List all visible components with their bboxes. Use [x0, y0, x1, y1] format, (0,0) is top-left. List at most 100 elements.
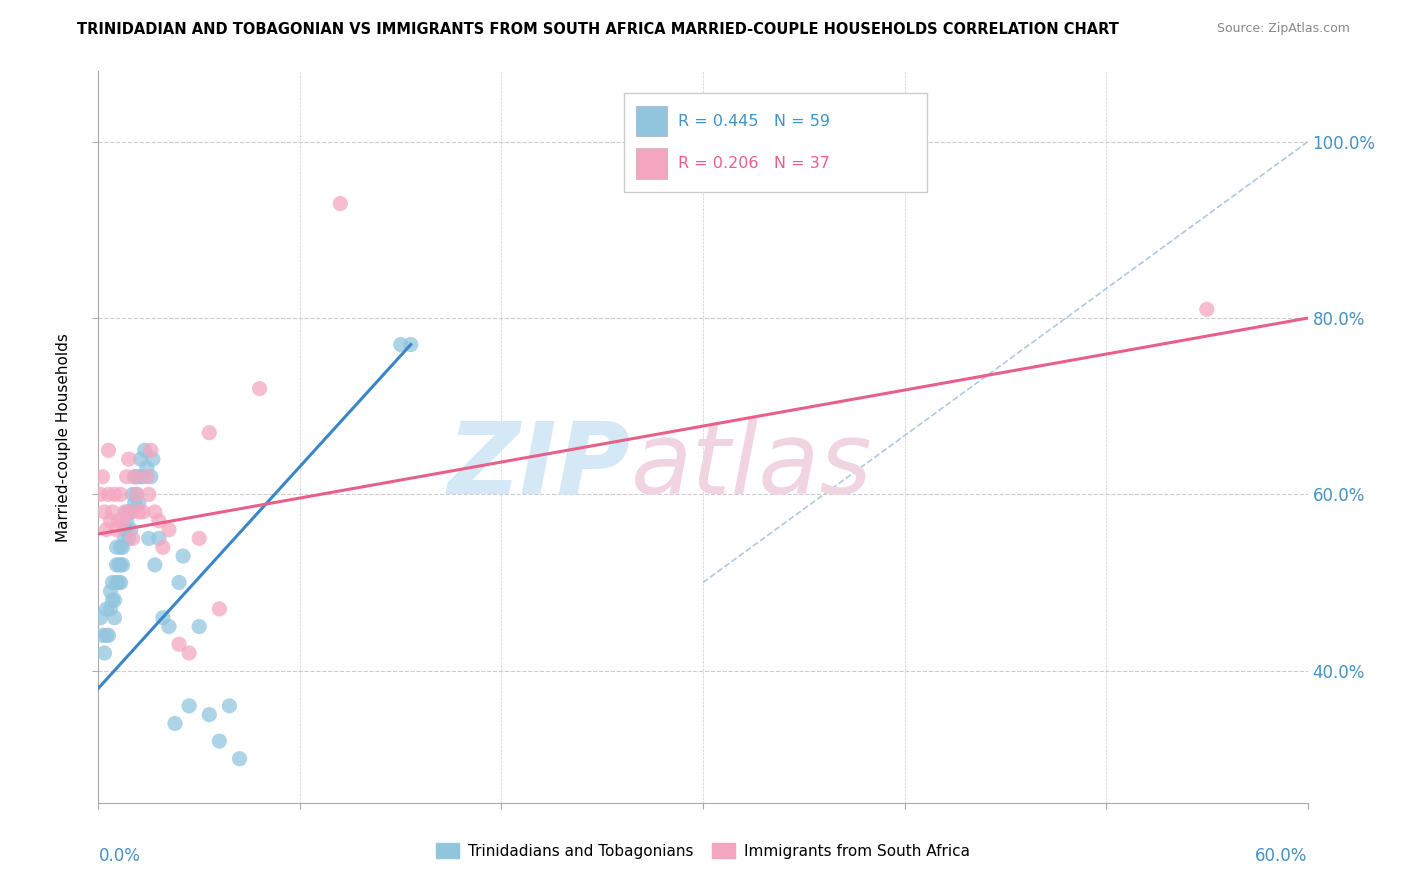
- Point: [107, 514, 129, 528]
- Text: Source: ZipAtlas.com: Source: ZipAtlas.com: [1216, 22, 1350, 36]
- FancyBboxPatch shape: [624, 94, 927, 192]
- Point: [139, 469, 162, 483]
- Point: [105, 523, 128, 537]
- Point: [105, 575, 128, 590]
- Point: [132, 505, 155, 519]
- Point: [143, 558, 166, 572]
- Point: [110, 487, 132, 501]
- Point: [100, 602, 122, 616]
- Point: [97, 443, 120, 458]
- Text: ZIP: ZIP: [447, 417, 630, 515]
- Point: [188, 532, 211, 546]
- Text: R = 0.445   N = 59: R = 0.445 N = 59: [678, 113, 830, 128]
- Point: [143, 505, 166, 519]
- Point: [124, 469, 146, 483]
- Point: [172, 549, 194, 563]
- Point: [139, 443, 162, 458]
- Point: [157, 523, 180, 537]
- Point: [198, 425, 221, 440]
- Y-axis label: Married-couple Households: Married-couple Households: [56, 333, 72, 541]
- Point: [389, 337, 412, 351]
- Point: [105, 558, 128, 572]
- Point: [100, 584, 122, 599]
- Point: [101, 505, 124, 519]
- Point: [118, 532, 141, 546]
- Point: [120, 523, 142, 537]
- Point: [107, 575, 129, 590]
- Point: [114, 523, 136, 537]
- Point: [110, 558, 132, 572]
- Point: [114, 532, 136, 546]
- Point: [148, 532, 170, 546]
- Text: 0.0%: 0.0%: [98, 847, 141, 864]
- Point: [96, 523, 118, 537]
- Point: [96, 628, 118, 642]
- Point: [129, 452, 152, 467]
- Point: [152, 540, 174, 554]
- Point: [121, 487, 143, 501]
- Point: [138, 487, 160, 501]
- Legend: Trinidadians and Tobagonians, Immigrants from South Africa: Trinidadians and Tobagonians, Immigrants…: [430, 837, 976, 864]
- Point: [125, 469, 148, 483]
- Point: [135, 461, 157, 475]
- FancyBboxPatch shape: [637, 106, 666, 136]
- Point: [121, 532, 143, 546]
- Point: [110, 540, 132, 554]
- Point: [97, 487, 120, 501]
- Point: [167, 637, 190, 651]
- Point: [148, 514, 170, 528]
- Text: atlas: atlas: [630, 417, 872, 515]
- Point: [134, 443, 156, 458]
- Point: [103, 611, 125, 625]
- Point: [329, 196, 352, 211]
- Point: [135, 469, 157, 483]
- Point: [103, 487, 125, 501]
- Point: [399, 337, 422, 351]
- Point: [138, 532, 160, 546]
- Point: [93, 505, 115, 519]
- Point: [124, 496, 146, 510]
- Point: [179, 698, 201, 713]
- Point: [89, 611, 111, 625]
- Point: [167, 575, 190, 590]
- Text: 60.0%: 60.0%: [1256, 847, 1308, 864]
- Point: [1195, 302, 1218, 317]
- Point: [91, 628, 114, 642]
- Point: [96, 602, 118, 616]
- Point: [125, 487, 148, 501]
- Point: [120, 505, 142, 519]
- Point: [128, 469, 150, 483]
- Point: [128, 505, 150, 519]
- Point: [198, 707, 221, 722]
- Point: [101, 593, 124, 607]
- Point: [103, 593, 125, 607]
- FancyBboxPatch shape: [637, 148, 666, 179]
- Point: [163, 716, 186, 731]
- Point: [128, 496, 150, 510]
- Point: [118, 505, 141, 519]
- Point: [208, 734, 231, 748]
- Text: R = 0.206   N = 37: R = 0.206 N = 37: [678, 156, 830, 171]
- Point: [115, 505, 138, 519]
- Point: [93, 646, 115, 660]
- Point: [111, 558, 134, 572]
- Point: [115, 514, 138, 528]
- Point: [100, 514, 122, 528]
- Point: [179, 646, 201, 660]
- Point: [152, 611, 174, 625]
- Point: [132, 469, 155, 483]
- Point: [188, 619, 211, 633]
- Point: [105, 540, 128, 554]
- Text: TRINIDADIAN AND TOBAGONIAN VS IMMIGRANTS FROM SOUTH AFRICA MARRIED-COUPLE HOUSEH: TRINIDADIAN AND TOBAGONIAN VS IMMIGRANTS…: [77, 22, 1119, 37]
- Point: [124, 469, 146, 483]
- Point: [249, 382, 271, 396]
- Point: [142, 452, 165, 467]
- Point: [228, 752, 250, 766]
- Point: [101, 575, 124, 590]
- Point: [91, 469, 114, 483]
- Point: [125, 487, 148, 501]
- Point: [111, 540, 134, 554]
- Point: [120, 505, 142, 519]
- Point: [218, 698, 240, 713]
- Point: [97, 628, 120, 642]
